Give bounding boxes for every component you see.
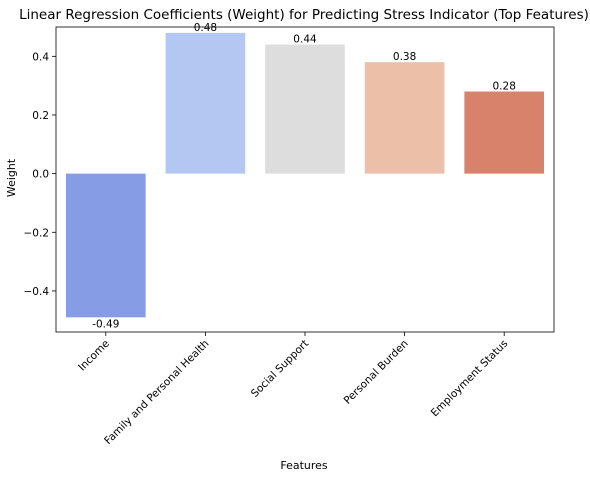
axes-frame [55,26,555,333]
value-label: 0.48 [194,22,217,34]
y-tick-label: 0.0 [32,169,49,181]
plot-area: -0.49 Income 0.48 Family and Personal Healt… [24,22,555,447]
value-label: 0.38 [393,51,416,63]
value-label: 0.28 [493,81,516,93]
bar-2 [265,44,345,174]
value-label: -0.49 [92,318,119,330]
bar-1 [165,32,246,174]
x-axis-title: Features [280,459,328,472]
chart-title: Linear Regression Coefficients (Weight) … [19,7,589,23]
y-tick-label: 0.4 [32,51,49,63]
x-tick-label: Employment Status [429,338,511,420]
bar-4 [464,91,545,174]
x-tick-label: Personal Burden [342,338,411,407]
y-axis-title: Weight [5,158,18,197]
value-label: 0.44 [293,34,317,46]
bar-0 [65,173,146,318]
y-tick-label: −0.2 [24,227,50,239]
bar-3 [364,62,445,174]
x-tick-label: Income [76,338,112,374]
y-tick-label: 0.2 [32,110,49,122]
x-tick-label: Social Support [249,338,311,400]
y-tick-label: −0.4 [24,286,50,298]
x-tick-label: Family and Personal Health [102,338,211,447]
